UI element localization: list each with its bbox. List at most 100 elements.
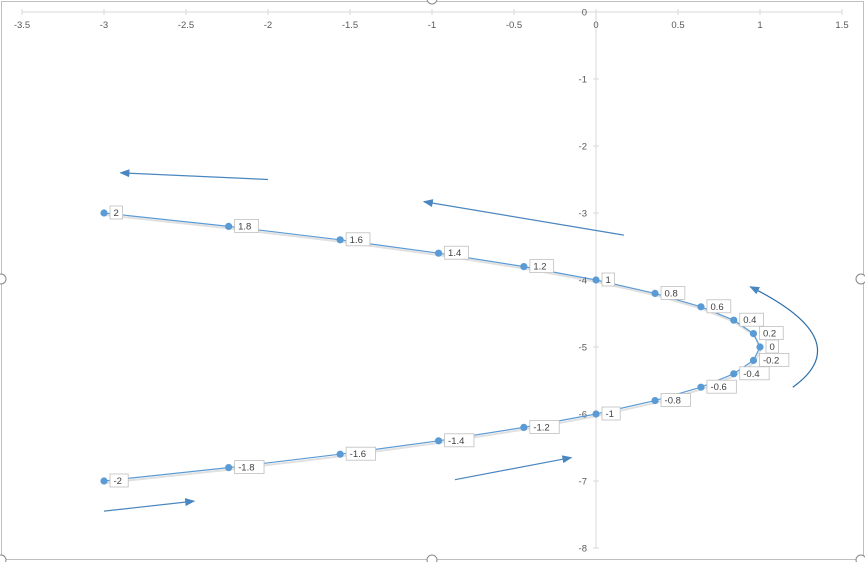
data-point[interactable] [730, 316, 738, 324]
resize-handle-bottom-right[interactable] [855, 554, 865, 566]
data-label[interactable]: 0.8 [660, 285, 686, 300]
data-label-text: -1.4 [448, 436, 464, 447]
x-tick-label: -0.5 [506, 20, 522, 31]
annotation-arrows [103, 169, 819, 512]
data-point[interactable] [434, 437, 443, 445]
data-point[interactable] [592, 410, 600, 418]
data-label[interactable]: -0.8 [660, 393, 691, 408]
resize-handle-bottom[interactable] [426, 554, 438, 566]
x-tick-label: 0 [593, 20, 598, 31]
data-point[interactable] [336, 236, 344, 244]
data-point[interactable] [225, 464, 233, 472]
data-point[interactable] [697, 383, 705, 391]
data-label-text: 0.4 [743, 315, 756, 326]
x-tick-label: -2.5 [178, 20, 194, 31]
data-point[interactable] [756, 343, 764, 351]
data-label-text: -0.2 [763, 355, 779, 366]
data-label-text: 0.6 [710, 302, 723, 313]
data-label-box [706, 379, 737, 394]
data-label-text: 1.4 [448, 248, 461, 259]
x-tick-label: -2 [264, 20, 272, 31]
data-label[interactable]: 1 [601, 272, 616, 287]
resize-handle-top[interactable] [426, 0, 438, 5]
resize-handle-left[interactable] [0, 273, 7, 285]
data-label[interactable]: -0.6 [706, 379, 737, 394]
data-label[interactable]: -1 [601, 406, 621, 421]
data-label-text: -1.6 [350, 449, 366, 460]
data-label-box [706, 299, 732, 314]
data-label-box [660, 285, 686, 300]
data-point[interactable] [749, 330, 758, 338]
data-label-box [234, 218, 259, 233]
data-label-text: 0 [770, 342, 775, 353]
resize-handle-right[interactable] [855, 273, 865, 285]
data-point[interactable] [749, 356, 758, 364]
y-tick-label: -8 [579, 544, 587, 555]
data-point[interactable] [100, 477, 108, 485]
data-point[interactable] [225, 222, 233, 230]
data-label-text: 1.8 [238, 221, 251, 232]
axes: -3.5 -3 -2.5 -2 -1.5 -1 -0.5 0 0.5 1 1.5 0 -1 -2 -3 -4 -… [14, 8, 849, 555]
data-label-text: -0.6 [710, 382, 726, 393]
data-label[interactable]: -0.4 [739, 366, 770, 381]
data-point[interactable] [434, 249, 443, 257]
data-label[interactable]: 1.8 [234, 218, 259, 233]
series-line-shadow [104, 214, 763, 484]
data-point[interactable] [520, 423, 528, 431]
data-label[interactable]: 1.6 [345, 232, 371, 247]
data-label-text: 2 [114, 208, 119, 219]
direction-arrow-5 [103, 498, 196, 512]
x-tick-label: -3 [100, 20, 108, 31]
data-point[interactable] [520, 263, 528, 271]
data-label-box [601, 406, 621, 421]
data-label-box [444, 433, 475, 448]
x-tick-label: -1 [428, 20, 436, 31]
data-point[interactable] [651, 289, 659, 297]
data-point[interactable] [336, 450, 344, 458]
data-point[interactable] [730, 370, 738, 378]
data-label[interactable]: -1.4 [444, 433, 475, 448]
direction-arrow-1 [119, 169, 269, 181]
x-tick-label: 0.5 [671, 20, 684, 31]
data-label-text: -1.2 [533, 422, 549, 433]
data-label[interactable]: 0.2 [759, 326, 784, 341]
data-point[interactable] [651, 397, 659, 405]
data-label-box [109, 473, 129, 488]
data-label[interactable]: -1.2 [529, 419, 560, 434]
data-label[interactable]: 0.6 [706, 299, 732, 314]
data-label[interactable]: 2 [109, 205, 124, 220]
data-label[interactable]: -2 [109, 473, 129, 488]
data-label-box [345, 232, 371, 247]
data-label[interactable]: 1.2 [529, 259, 555, 274]
data-label[interactable]: 1.4 [444, 245, 469, 260]
y-tick-label: -4 [579, 276, 587, 287]
data-label[interactable]: -1.8 [234, 460, 265, 475]
data-point[interactable] [592, 276, 600, 284]
data-label-text: 0.2 [763, 329, 776, 340]
data-label-box [345, 446, 376, 461]
series: 2 1.8 1.6 1.4 1.2 1 0.8 0.6 0.4 0.2 0 -0.2 -0.4 -0.6 -… [100, 205, 790, 488]
curved-direction-arrow [749, 286, 819, 388]
y-tick-label: -2 [579, 142, 587, 153]
data-label-text: 1.2 [533, 262, 546, 273]
y-tick-label: -5 [579, 343, 587, 354]
y-tick-label: -3 [579, 209, 587, 220]
resize-handle-bottom-left[interactable] [0, 554, 7, 566]
data-point[interactable] [100, 209, 108, 217]
x-tick-label: -3.5 [14, 20, 30, 31]
data-label-text: -0.8 [665, 396, 681, 407]
data-label-box [759, 352, 790, 367]
data-label-box [529, 419, 560, 434]
data-point[interactable] [697, 303, 705, 311]
data-label-text: -2 [114, 476, 122, 487]
data-label[interactable]: -0.2 [759, 352, 790, 367]
data-label[interactable]: -1.6 [345, 446, 376, 461]
data-label-box [109, 205, 124, 220]
data-label[interactable]: 0.4 [739, 312, 764, 327]
data-label-text: 1.6 [350, 235, 363, 246]
data-label[interactable]: 0 [765, 339, 780, 354]
data-label-box [529, 259, 555, 274]
direction-arrow-4 [454, 455, 573, 481]
